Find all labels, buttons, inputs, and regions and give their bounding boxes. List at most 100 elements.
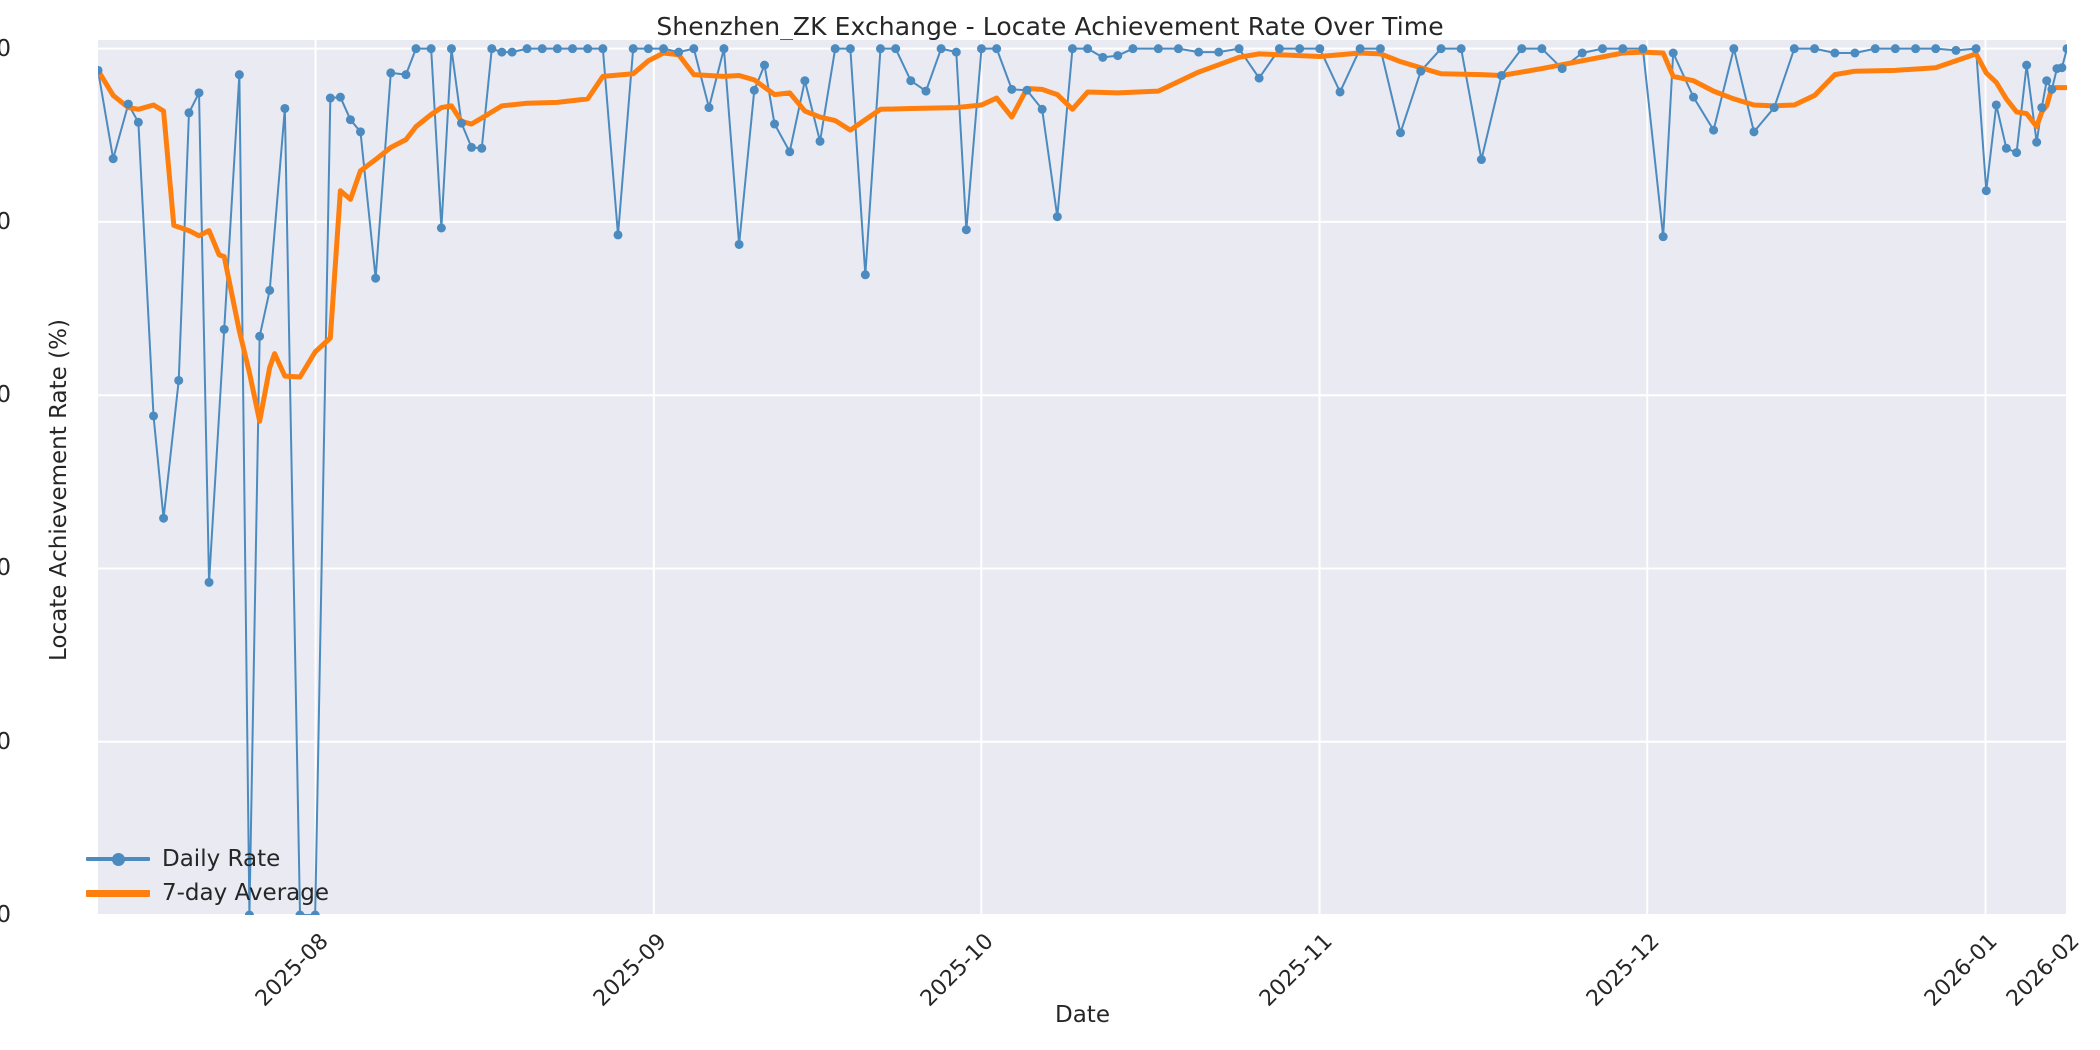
data-point-marker (522, 44, 532, 54)
data-point-marker (583, 44, 593, 54)
chart-title: Shenzhen_ZK Exchange - Locate Achievemen… (656, 12, 1444, 41)
data-point-marker (906, 76, 916, 86)
data-point-marker (174, 375, 184, 385)
data-point-marker (265, 285, 275, 295)
data-point-marker (734, 239, 744, 249)
data-point-marker (1436, 44, 1446, 54)
data-point-marker (487, 44, 497, 54)
data-point-marker (149, 411, 159, 421)
data-point-marker (1709, 125, 1719, 135)
data-point-marker (800, 76, 810, 86)
data-point-marker (371, 273, 381, 283)
data-point-marker (1598, 44, 1608, 54)
data-point-marker (1537, 44, 1547, 54)
data-point-marker (815, 136, 825, 146)
data-point-marker (704, 103, 714, 113)
data-point-marker (1497, 71, 1506, 81)
data-point-marker (537, 44, 547, 54)
data-point-marker (1971, 44, 1981, 54)
y-tick-label: 80 (0, 208, 11, 235)
legend-label: Daily Rate (162, 846, 281, 872)
data-point-marker (2001, 143, 2011, 153)
data-point-marker (1769, 103, 1779, 113)
legend-entry[interactable]: 7-day Average (86, 880, 329, 906)
data-point-marker (1456, 44, 1466, 54)
data-point-marker (1688, 92, 1698, 102)
gridlines (98, 40, 2067, 915)
data-point-marker (659, 44, 668, 54)
data-point-marker (1638, 44, 1648, 54)
data-point-marker (1274, 44, 1284, 54)
data-point-marker (467, 142, 477, 152)
data-point-marker (1355, 44, 1365, 54)
data-point-marker (2042, 76, 2052, 86)
data-point-marker (760, 60, 770, 70)
data-point-marker (477, 143, 487, 153)
data-point-marker (255, 331, 265, 341)
data-point-marker (1113, 51, 1123, 61)
data-point-marker (1037, 104, 1047, 114)
data-point-marker (184, 108, 194, 118)
data-point-marker (386, 68, 396, 78)
data-point-marker (1991, 100, 2001, 110)
data-point-marker (1295, 44, 1305, 54)
data-point-marker (1375, 44, 1385, 54)
data-point-marker (133, 117, 143, 127)
data-point-marker (860, 270, 870, 280)
data-point-marker (244, 910, 254, 915)
plot-canvas (98, 40, 2067, 915)
data-point-marker (598, 44, 608, 54)
data-point-marker (674, 47, 684, 57)
legend-line-icon (86, 889, 150, 897)
data-point-marker (992, 44, 1002, 54)
y-tick-label: 20 (0, 728, 11, 755)
data-point-marker (98, 65, 103, 75)
data-point-marker (749, 85, 759, 95)
data-point-marker (355, 127, 365, 137)
data-point-marker (159, 513, 169, 523)
data-point-marker (1476, 155, 1486, 165)
data-point-marker (295, 910, 305, 915)
data-point-marker (1067, 44, 1077, 54)
data-point-marker (2062, 44, 2067, 54)
data-point-marker (689, 44, 699, 54)
data-point-marker (936, 44, 946, 54)
data-point-marker (1618, 44, 1628, 54)
data-point-marker (335, 92, 345, 102)
data-point-marker (785, 147, 795, 157)
chart-legend: Daily Rate 7-day Average (78, 840, 339, 912)
data-point-marker (719, 44, 729, 54)
data-point-marker (1729, 44, 1739, 54)
data-point-marker (1870, 44, 1880, 54)
data-point-marker (204, 577, 214, 587)
data-point-marker (1315, 44, 1325, 54)
data-point-marker (830, 44, 840, 54)
data-point-marker (1083, 44, 1093, 54)
y-tick-label: 40 (0, 555, 11, 582)
legend-entry[interactable]: Daily Rate (86, 846, 329, 872)
data-point-marker (1128, 44, 1138, 54)
data-point-marker (1749, 127, 1759, 137)
data-point-marker (123, 99, 133, 109)
data-point-marker (1931, 44, 1941, 54)
data-point-marker (1214, 47, 1224, 57)
data-point-marker (1173, 44, 1183, 54)
y-tick-label: 60 (0, 382, 11, 409)
series-layer (98, 44, 2067, 915)
data-point-marker (613, 230, 623, 240)
data-point-marker (1416, 66, 1426, 76)
data-point-marker (770, 119, 780, 129)
data-point-marker (1789, 44, 1799, 54)
legend-label: 7-day Average (162, 880, 329, 906)
data-point-marker (1052, 212, 1062, 222)
data-point-marker (310, 910, 320, 915)
data-point-marker (345, 115, 355, 125)
data-point-marker (1951, 45, 1961, 55)
data-point-marker (446, 44, 456, 54)
data-point-marker (2032, 137, 2042, 147)
data-point-marker (507, 47, 517, 57)
legend-swatch (86, 848, 150, 870)
data-point-marker (1850, 48, 1860, 58)
y-axis-label: Locate Achievement Rate (%) (46, 319, 72, 661)
